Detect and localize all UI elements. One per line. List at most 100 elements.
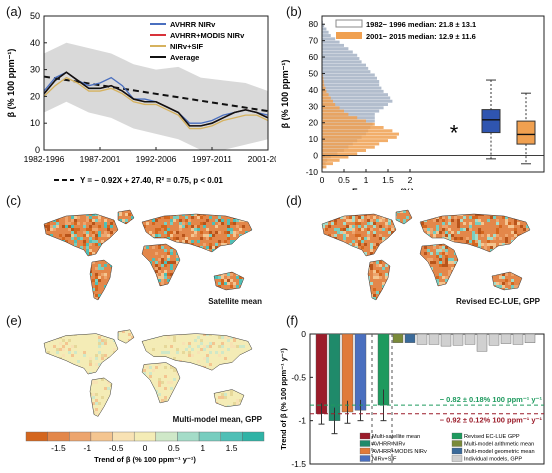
- trend-bar: [500, 333, 512, 344]
- y-tick-label: 30: [309, 101, 319, 111]
- colorbar-swatch: [155, 431, 178, 442]
- hist-bar-1982: [322, 73, 375, 77]
- legend-label: Multi-satellite mean: [372, 434, 420, 440]
- x-tick-label: 1992-2006: [136, 154, 177, 164]
- hist-bar-1982: [322, 99, 393, 103]
- colorbar-tick-label: -0.5: [109, 443, 124, 453]
- legend-label: Individual models, GPP: [464, 457, 522, 463]
- hist-bar-1982: [322, 57, 360, 61]
- continent-outline: [367, 259, 391, 301]
- y-tick-label: 50: [309, 68, 319, 78]
- hist-bar-2001: [322, 142, 380, 146]
- trend-bar: [428, 333, 440, 345]
- hist-bar-2001: [322, 83, 325, 87]
- hist-bar-1982: [322, 109, 380, 113]
- y-tick-label: 40: [309, 85, 319, 95]
- continent-outline: [213, 271, 245, 291]
- continent-outline: [141, 362, 181, 404]
- hist-bar-2001: [322, 132, 399, 136]
- hist-bar-2001: [322, 112, 349, 116]
- hist-bar-2001: [322, 158, 340, 162]
- trend-bar: [512, 333, 524, 345]
- colorbar-swatch: [198, 431, 221, 442]
- panel-label-a: (a): [6, 4, 22, 19]
- hist-bar-1982: [322, 37, 336, 41]
- continent-outline: [491, 271, 523, 291]
- hist-bar-2001: [322, 93, 329, 97]
- annotation-satellite: − 0.92 ± 0.12% 100 ppm⁻¹ y⁻¹: [440, 416, 543, 425]
- x-tick-label: 2: [408, 175, 413, 185]
- trend-bar: [392, 333, 404, 343]
- annotation-text: Y = − 0.92X + 27.40, R² = 0.75, p < 0.01: [80, 176, 223, 185]
- hist-bar-1982: [322, 53, 358, 57]
- trend-bar: [354, 333, 367, 411]
- significance-marker: *: [450, 121, 459, 146]
- colorbar-swatch: [69, 431, 92, 442]
- hist-bar-2001: [322, 122, 375, 126]
- hist-bar-1982: [322, 103, 388, 106]
- hist-bar-1982: [322, 96, 391, 100]
- series-line: [43, 76, 269, 130]
- uncertainty-band: [44, 42, 268, 150]
- trend-bar: [328, 333, 341, 421]
- legend-label-2001: 2001− 2015 median: 12.9 ± 11.6: [366, 32, 476, 41]
- hist-bar-1982: [322, 27, 327, 31]
- legend-swatch: [451, 455, 463, 462]
- legend-label: AVHRR NIRv: [372, 442, 405, 448]
- hist-bar-2001: [322, 149, 366, 152]
- hist-bar-1982: [322, 30, 329, 34]
- trend-bar: [341, 333, 354, 413]
- y-axis-label: β (% 100 ppm⁻¹): [6, 49, 16, 118]
- y-tick-label: 60: [309, 52, 319, 62]
- colorbar: -1.5 -1 -0.5 0 0.5 1 1.5 Trend of β (% 100 ppm⁻…: [25, 431, 265, 464]
- map-d-canvas: [304, 204, 546, 312]
- hist-bar-1982: [322, 50, 353, 54]
- hist-bar-2001: [322, 152, 358, 156]
- colorbar-swatch: [25, 431, 48, 442]
- hist-bar-1982: [322, 66, 369, 70]
- trend-bar: [440, 333, 452, 347]
- chart-a-line: 0 10 20 30 40 50 1982-1996 1987-2001 1992-2006 19…: [6, 11, 276, 185]
- map-e-canvas: [26, 324, 268, 428]
- panel-label-c: (c): [6, 193, 22, 208]
- hist-bar-1982: [322, 83, 380, 87]
- continent-outline: [43, 213, 119, 257]
- continent-outline: [43, 333, 119, 375]
- y-tick-label: -1: [298, 416, 306, 426]
- hist-bar-1982: [322, 60, 362, 64]
- continent-outline: [141, 243, 181, 287]
- x-tick-label: 0.5: [338, 175, 350, 185]
- map-c-canvas: [26, 204, 268, 312]
- colorbar-swatch: [242, 431, 265, 442]
- legend-swatch: [359, 432, 371, 440]
- hist-bar-2001: [322, 86, 326, 90]
- map-d-revised-ec-lue: Revised EC-LUE, GPP: [304, 204, 546, 312]
- y-tick-label: 0: [35, 145, 40, 155]
- trend-bar: [476, 333, 488, 352]
- hist-bar-1982: [322, 93, 388, 97]
- hist-bar-1982: [322, 76, 377, 80]
- colorbar-swatch: [177, 431, 200, 442]
- x-tick-label: 1: [364, 175, 369, 185]
- legend-swatch: [359, 447, 371, 455]
- hist-bar-2001: [322, 99, 333, 103]
- legend-label: Revised EC-LUE GPP: [464, 434, 520, 440]
- hist-bar-1982: [322, 70, 371, 74]
- hist-bar-2001: [322, 145, 375, 149]
- colorbar-swatch: [133, 431, 157, 442]
- continent-outline: [213, 389, 245, 408]
- y-tick-label: -1.5: [291, 459, 306, 469]
- trend-bar: [404, 333, 416, 343]
- hist-bar-2001: [322, 89, 327, 93]
- y-tick-label: 40: [30, 38, 40, 48]
- hist-bar-2001: [322, 126, 384, 129]
- continent-outline: [141, 213, 253, 253]
- colorbar-swatch: [90, 431, 113, 442]
- series-line: [43, 71, 269, 127]
- x-tick-label: 1987-2001: [80, 154, 121, 164]
- y-tick-label: -0.5: [291, 372, 306, 382]
- colorbar-tick-label: 0.5: [168, 443, 180, 453]
- y-tick-label: 80: [309, 19, 319, 29]
